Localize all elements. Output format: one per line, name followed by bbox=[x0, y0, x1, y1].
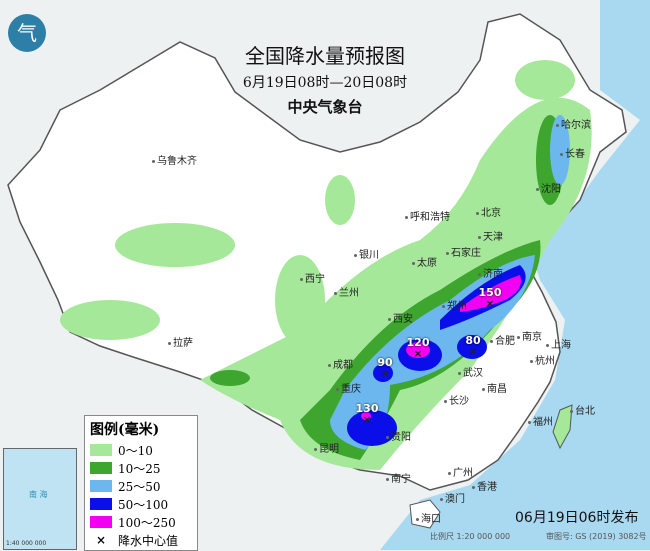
city-label: 石家庄 bbox=[446, 244, 481, 259]
map-review-number: 审图号: GS (2019) 3082号 bbox=[546, 532, 647, 541]
legend-item: 10～25 bbox=[90, 459, 197, 477]
map-title: 全国降水量预报图 bbox=[245, 44, 405, 68]
rain-100-250 bbox=[361, 275, 521, 420]
cross-icon: × bbox=[485, 297, 495, 310]
legend-label: 10～25 bbox=[118, 461, 161, 476]
city-label: 沈阳 bbox=[536, 180, 561, 195]
map-scale: 比例尺 1:20 000 000 bbox=[430, 532, 511, 541]
city-label: 上海 bbox=[546, 336, 571, 351]
legend-item: 100～250 bbox=[90, 513, 197, 531]
rain-center: 150 × bbox=[475, 286, 505, 310]
legend-label: 0～10 bbox=[118, 443, 153, 458]
legend-swatch bbox=[90, 444, 112, 456]
city-label: 福州 bbox=[528, 413, 553, 428]
city-label: 武汉 bbox=[458, 364, 483, 379]
city-label: 广州 bbox=[448, 464, 473, 479]
cma-logo: 气 bbox=[8, 14, 46, 52]
rain-center-value: 120 bbox=[406, 336, 430, 349]
rain-center-value: 90 bbox=[377, 356, 393, 369]
legend-label: 50～100 bbox=[118, 497, 169, 512]
legend-title: 图例(毫米) bbox=[90, 422, 160, 438]
city-label: 台北 bbox=[570, 402, 595, 417]
legend-item: 0～10 bbox=[90, 441, 197, 459]
legend-item: 25～50 bbox=[90, 477, 197, 495]
cross-icon: × bbox=[362, 413, 372, 426]
city-label: 海口 bbox=[416, 510, 441, 525]
south-china-sea-inset: 南 海 1:40 000 000 bbox=[3, 448, 77, 550]
city-label: 兰州 bbox=[334, 284, 359, 299]
city-label: 昆明 bbox=[314, 440, 339, 455]
legend-swatch bbox=[90, 462, 112, 474]
city-label: 哈尔滨 bbox=[556, 116, 591, 131]
city-label: 西宁 bbox=[300, 270, 325, 285]
city-label: 香港 bbox=[472, 478, 497, 493]
city-label: 银川 bbox=[354, 246, 379, 261]
city-label: 成都 bbox=[328, 356, 353, 371]
cross-icon: × bbox=[380, 367, 390, 380]
forecast-period: 6月19日08时—20日08时 bbox=[242, 75, 408, 91]
city-label: 北京 bbox=[476, 204, 501, 219]
legend-swatch bbox=[90, 498, 112, 510]
rain-center: 80 × bbox=[458, 334, 488, 358]
city-label: 郑州 bbox=[442, 297, 467, 312]
city-label: 长春 bbox=[560, 145, 585, 160]
city-label: 天津 bbox=[478, 228, 503, 243]
legend-label: 25～50 bbox=[118, 479, 161, 494]
inset-sea-label: 南 海 bbox=[29, 490, 48, 499]
cross-icon: × bbox=[413, 347, 423, 360]
legend-label: 100～250 bbox=[118, 515, 176, 530]
city-label: 合肥 bbox=[490, 332, 515, 347]
rain-center-value: 80 bbox=[465, 334, 481, 347]
city-label: 济南 bbox=[478, 265, 503, 280]
city-label: 杭州 bbox=[530, 352, 555, 367]
city-label: 太原 bbox=[412, 254, 437, 269]
city-label: 重庆 bbox=[336, 380, 361, 395]
city-label: 贵阳 bbox=[386, 428, 411, 443]
cross-icon: × bbox=[95, 533, 107, 547]
issue-time: 06月19日06时发布 bbox=[515, 510, 639, 526]
city-label: 南宁 bbox=[386, 470, 411, 485]
city-label: 乌鲁木齐 bbox=[152, 152, 197, 167]
city-label: 西安 bbox=[388, 310, 413, 325]
inset-scale: 1:40 000 000 bbox=[6, 540, 47, 547]
legend: 图例(毫米) 0～10 10～25 25～50 50～100 100～250 ×… bbox=[84, 415, 198, 551]
legend-item: 50～100 bbox=[90, 495, 197, 513]
rain-center: 90 × bbox=[370, 356, 400, 380]
city-label: 澳门 bbox=[440, 490, 465, 505]
rain-center-value: 130 bbox=[355, 402, 379, 415]
city-label: 南京 bbox=[517, 328, 542, 343]
legend-item: × 降水中心值 bbox=[90, 531, 197, 549]
city-label: 拉萨 bbox=[168, 334, 193, 349]
legend-swatch bbox=[90, 516, 112, 528]
rain-center: 120 × bbox=[403, 336, 433, 360]
city-label: 南昌 bbox=[482, 380, 507, 395]
legend-swatch bbox=[90, 480, 112, 492]
city-label: 长沙 bbox=[444, 392, 469, 407]
city-label: 呼和浩特 bbox=[405, 208, 450, 223]
rain-center-value: 150 bbox=[478, 286, 502, 299]
legend-label: 降水中心值 bbox=[118, 533, 179, 548]
issuer: 中央气象台 bbox=[287, 98, 363, 116]
rain-center: 130 × bbox=[352, 402, 382, 426]
cross-icon: × bbox=[468, 345, 478, 358]
